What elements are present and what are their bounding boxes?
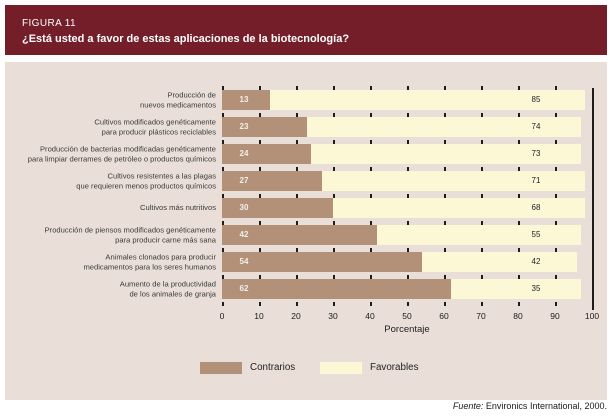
category-line: Aumento de la productividad xyxy=(119,279,216,289)
category-line: nuevos medicamentos xyxy=(140,100,216,109)
bar-contrarios xyxy=(222,90,271,110)
category-label: Cultivos resistentes a las plagas que re… xyxy=(9,171,216,190)
value-favorables: 85 xyxy=(531,95,541,104)
bar-row: Aumento de la productividad de los anima… xyxy=(5,279,607,299)
bar-track: 54 42 xyxy=(222,252,592,272)
bar-track: 27 71 xyxy=(222,171,592,191)
category-label: Producción de nuevos medicamentos xyxy=(9,90,216,109)
value-favorables: 74 xyxy=(531,122,541,131)
category-label: Aumento de la productividad de los anima… xyxy=(9,279,216,298)
category-line: Producción de piensos modificados genéti… xyxy=(44,225,216,235)
bar-track: 30 68 xyxy=(222,198,592,218)
figure-title: ¿Está usted a favor de estas aplicacione… xyxy=(22,33,350,45)
x-tick: 20 xyxy=(291,311,301,321)
bar-track: 13 85 xyxy=(222,90,592,110)
axis-line-100 xyxy=(592,88,594,310)
x-axis: 0 10 20 30 40 50 60 70 80 90 100 xyxy=(5,311,607,321)
value-contrarios: 27 xyxy=(239,176,249,185)
x-tick: 70 xyxy=(476,311,486,321)
value-contrarios: 24 xyxy=(239,149,249,158)
bar-track: 42 55 xyxy=(222,225,592,245)
bar-favorables xyxy=(451,279,581,299)
value-favorables: 35 xyxy=(531,284,541,293)
bar-contrarios xyxy=(222,171,322,191)
bar-contrarios xyxy=(222,225,378,245)
bar-favorables xyxy=(377,225,581,245)
value-favorables: 55 xyxy=(531,230,541,239)
x-tick: 50 xyxy=(402,311,412,321)
value-contrarios: 23 xyxy=(239,122,249,131)
bar-contrarios xyxy=(222,198,333,218)
category-line: Cultivos resistentes a las plagas xyxy=(107,171,216,181)
source-note: Fuente: Environics International, 2000. xyxy=(453,401,607,411)
x-tick: 80 xyxy=(513,311,523,321)
category-line: de los animales de granja xyxy=(129,289,216,298)
category-line: para limpiar derrames de petróleo o prod… xyxy=(27,154,216,163)
source-label: Fuente: xyxy=(452,401,484,411)
legend-swatch-favorables xyxy=(320,362,362,374)
value-favorables: 73 xyxy=(531,149,541,158)
figure-header: FIGURA 11 ¿Está usted a favor de estas a… xyxy=(5,5,607,55)
x-tick: 40 xyxy=(365,311,375,321)
bar-favorables xyxy=(333,198,585,218)
legend-swatch-contrarios xyxy=(200,362,242,374)
value-favorables: 42 xyxy=(531,257,541,266)
bar-contrarios xyxy=(222,117,308,137)
category-line: Cultivos modificados genéticamente xyxy=(94,117,216,127)
category-line: Producción de bacterias modificadas gené… xyxy=(39,144,216,154)
x-tick: 60 xyxy=(439,311,449,321)
x-tick: 100 xyxy=(584,311,600,321)
bar-contrarios xyxy=(222,279,452,299)
x-axis-title: Porcentaje xyxy=(384,324,430,335)
value-contrarios: 30 xyxy=(239,203,249,212)
legend-label-favorables: Favorables xyxy=(370,362,419,373)
chart-legend: Contrarios Favorables xyxy=(5,361,607,375)
x-tick: 30 xyxy=(328,311,338,321)
x-tick: 90 xyxy=(550,311,560,321)
legend-label-contrarios: Contrarios xyxy=(250,362,296,373)
bar-row: Producción de bacterias modificadas gené… xyxy=(5,144,607,164)
category-line: medicamentos para los seres humanos xyxy=(83,262,216,271)
value-favorables: 71 xyxy=(531,176,541,185)
bar-row: Animales clonados para producir medicame… xyxy=(5,252,607,272)
bar-row: Producción de piensos modificados genéti… xyxy=(5,225,607,245)
category-line: para producir plásticos reciclables xyxy=(101,127,216,136)
value-contrarios: 62 xyxy=(239,284,249,293)
category-line: Producción de xyxy=(167,90,216,100)
category-label: Cultivos modificados genéticamente para … xyxy=(9,117,216,136)
category-line: para producir carne más sana xyxy=(115,235,216,244)
bar-contrarios xyxy=(222,252,422,272)
bar-favorables xyxy=(270,90,585,110)
bar-favorables xyxy=(321,171,585,191)
bar-row: Producción de nuevos medicamentos 13 85 xyxy=(5,90,607,110)
value-contrarios: 42 xyxy=(239,230,249,239)
bar-row: Cultivos modificados genéticamente para … xyxy=(5,117,607,137)
bar-favorables xyxy=(310,144,581,164)
bar-contrarios xyxy=(222,144,311,164)
value-contrarios: 13 xyxy=(239,95,249,104)
category-label: Cultivos más nutritivos xyxy=(9,203,216,213)
bar-row: Cultivos más nutritivos 30 68 xyxy=(5,198,607,218)
bar-track: 23 74 xyxy=(222,117,592,137)
x-tick: 0 xyxy=(219,311,225,321)
source-text: Environics International, 2000. xyxy=(485,401,607,411)
bar-favorables xyxy=(421,252,578,272)
bar-favorables xyxy=(307,117,581,137)
x-tick: 10 xyxy=(254,311,264,321)
category-label: Producción de piensos modificados genéti… xyxy=(9,225,216,244)
bar-row: Cultivos resistentes a las plagas que re… xyxy=(5,171,607,191)
category-line: Cultivos más nutritivos xyxy=(140,203,216,213)
value-contrarios: 54 xyxy=(239,257,249,266)
figure-number: FIGURA 11 xyxy=(22,18,76,29)
bar-track: 24 73 xyxy=(222,144,592,164)
category-label: Producción de bacterias modificadas gené… xyxy=(9,144,216,163)
bar-track: 62 35 xyxy=(222,279,592,299)
chart-panel: Producción de nuevos medicamentos 13 85 … xyxy=(5,62,607,400)
value-favorables: 68 xyxy=(531,203,541,212)
category-line: Animales clonados para producir xyxy=(105,252,216,262)
category-line: que requieren menos productos químicos xyxy=(76,181,216,190)
category-label: Animales clonados para producir medicame… xyxy=(9,252,216,271)
